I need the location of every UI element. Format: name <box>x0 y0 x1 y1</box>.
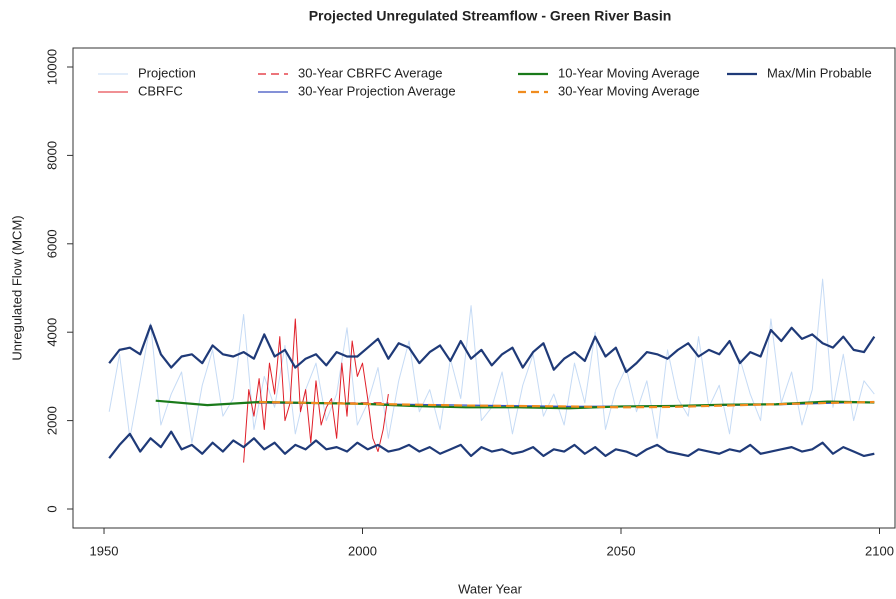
x-tick-label: 2100 <box>865 543 894 558</box>
x-tick-label: 2050 <box>607 543 636 558</box>
legend-label: CBRFC <box>138 83 183 98</box>
y-tick-label: 0 <box>44 505 59 512</box>
series-line <box>243 318 389 463</box>
y-tick-label: 6000 <box>44 229 59 258</box>
series-line <box>108 430 875 459</box>
x-tick-label: 2000 <box>348 543 377 558</box>
legend-label: 30-Year Projection Average <box>298 83 456 98</box>
legend-label: 30-Year CBRFC Average <box>298 65 443 80</box>
chart-title: Projected Unregulated Streamflow - Green… <box>309 8 672 24</box>
y-tick-label: 10000 <box>44 49 59 85</box>
x-tick-label: 1950 <box>90 543 119 558</box>
legend-label: 30-Year Moving Average <box>558 83 700 98</box>
y-axis-title: Unregulated Flow (MCM) <box>9 215 24 360</box>
y-tick-label: 4000 <box>44 318 59 347</box>
plot-frame <box>72 47 896 529</box>
legend-label: Projection <box>138 65 196 80</box>
legend-label: Max/Min Probable <box>767 65 872 80</box>
y-tick-label: 8000 <box>44 141 59 170</box>
legend-label: 10-Year Moving Average <box>558 65 700 80</box>
series-line <box>108 324 876 374</box>
series-line <box>108 278 875 444</box>
y-tick-label: 2000 <box>44 406 59 435</box>
plot-area <box>108 278 876 463</box>
x-axis-title: Water Year <box>458 581 523 596</box>
